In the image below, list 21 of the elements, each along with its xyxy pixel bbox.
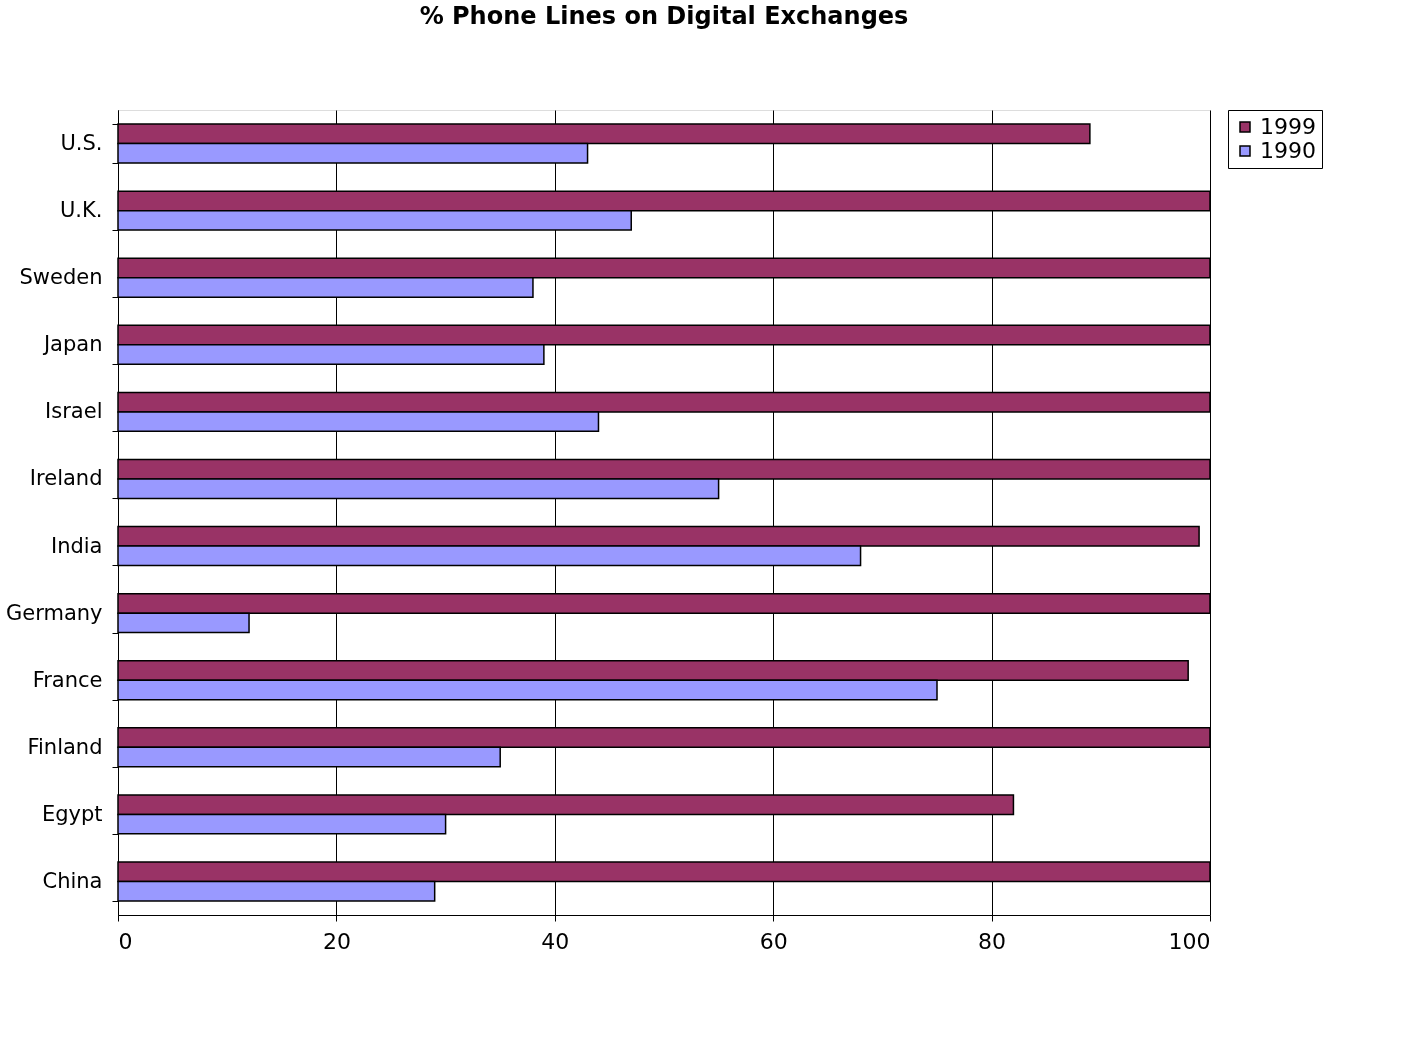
y-tick-label: India (50, 533, 103, 558)
y-tick-label: Ireland (29, 466, 103, 491)
y-tick-label: Sweden (19, 265, 103, 290)
y-tick-label: U.S. (60, 131, 103, 156)
x-tick-label: 20 (322, 928, 351, 954)
x-tick-label: 40 (541, 928, 570, 954)
x-tick-label: 0 (118, 928, 133, 954)
y-tick-label: U.K. (60, 198, 103, 223)
y-tick-label: Egypt (41, 801, 103, 826)
x-tick-label: 60 (759, 928, 788, 954)
y-tick-label: Israel (45, 399, 103, 424)
y-tick-label: China (42, 868, 103, 893)
x-tick-label: 80 (978, 928, 1007, 954)
x-tick-label: 100 (1168, 928, 1211, 954)
legend-label: 1990 (1260, 138, 1316, 163)
y-tick-label: Finland (27, 734, 103, 759)
legend-label: 1999 (1260, 114, 1316, 139)
y-tick-label: Germany (5, 600, 103, 625)
chart-title: % Phone Lines on Digital Exchanges (419, 2, 909, 30)
y-tick-label: France (32, 667, 103, 692)
y-tick-label: Japan (41, 332, 103, 357)
